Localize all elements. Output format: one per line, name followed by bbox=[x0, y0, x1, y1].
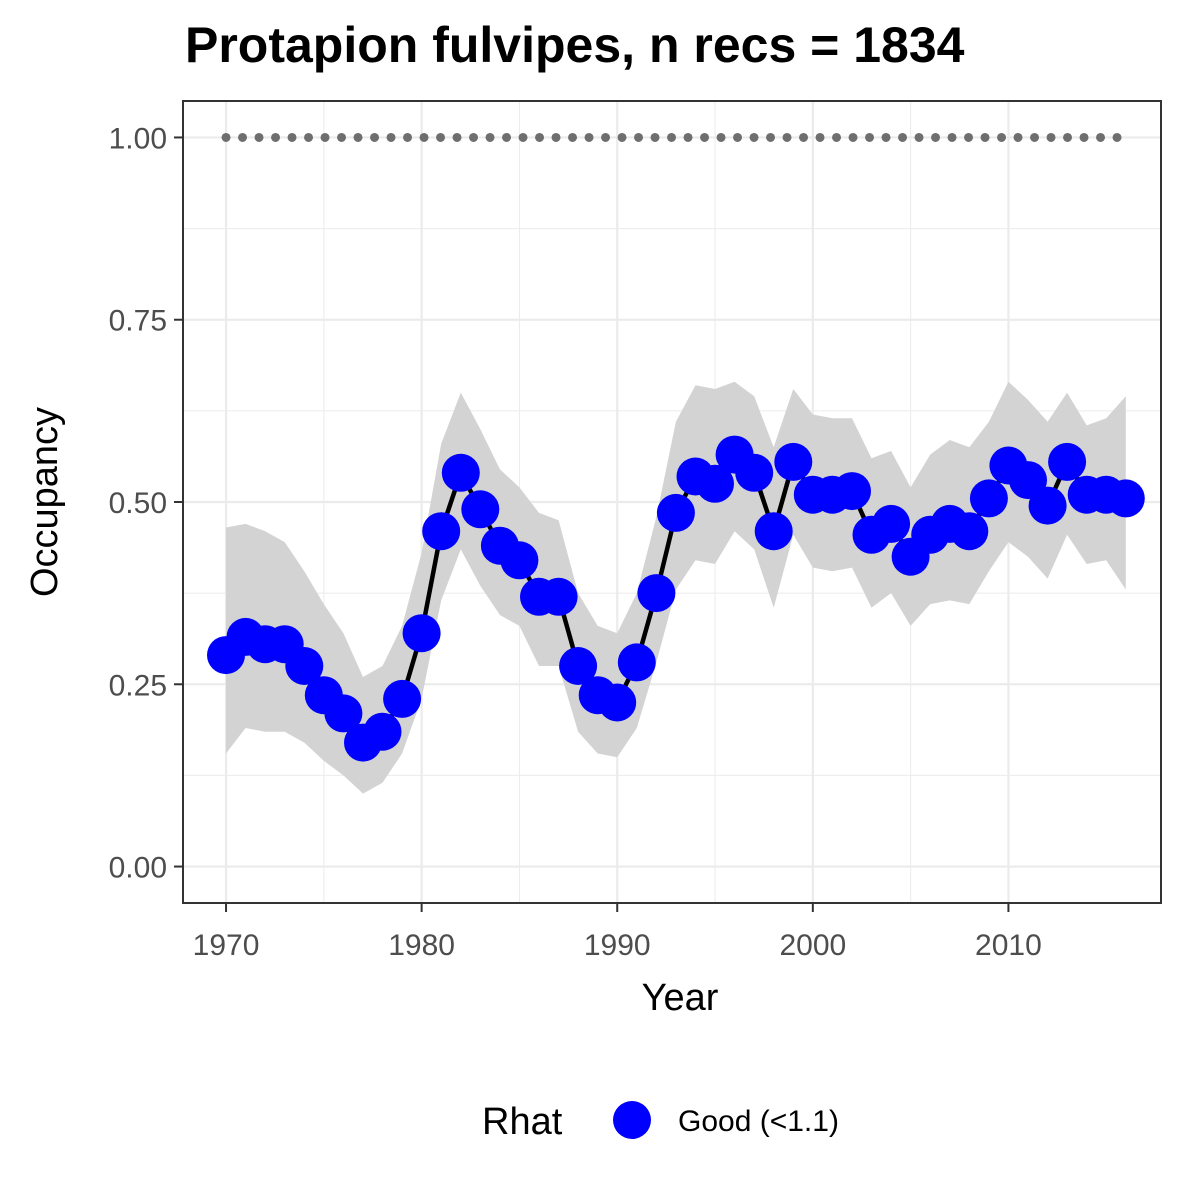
x-axis-title: Year bbox=[642, 977, 719, 1019]
data-point bbox=[383, 679, 422, 718]
data-point bbox=[735, 453, 774, 492]
legend-key-good bbox=[613, 1101, 651, 1139]
data-point bbox=[402, 614, 441, 653]
y-tick-label: 1.00 bbox=[109, 122, 167, 155]
y-axis-title: Occupancy bbox=[24, 407, 66, 597]
y-tick-label: 0.75 bbox=[109, 305, 167, 338]
data-point bbox=[559, 647, 598, 685]
data-point bbox=[1028, 486, 1067, 525]
y-tick-label: 0.00 bbox=[109, 852, 167, 885]
data-point bbox=[637, 574, 676, 613]
data-point bbox=[656, 493, 695, 532]
data-point bbox=[617, 643, 656, 682]
legend: Rhat Good (<1.1) bbox=[482, 1101, 839, 1143]
data-point bbox=[539, 577, 578, 616]
data-point bbox=[872, 504, 911, 543]
x-tick-label: 2000 bbox=[779, 929, 846, 962]
data-point bbox=[1048, 442, 1087, 481]
data-point bbox=[422, 512, 461, 551]
y-axis: 0.00 0.25 0.50 0.75 1.00 bbox=[109, 122, 183, 885]
data-point bbox=[950, 512, 989, 551]
x-tick-label: 1990 bbox=[584, 929, 651, 962]
data-point bbox=[1106, 479, 1145, 518]
x-tick-label: 1980 bbox=[388, 929, 455, 962]
x-axis: 1970 1980 1990 2000 2010 bbox=[193, 903, 1042, 962]
data-point bbox=[441, 453, 480, 492]
data-point bbox=[969, 479, 1008, 518]
data-point bbox=[461, 490, 500, 529]
data-point bbox=[774, 442, 813, 481]
data-point bbox=[598, 683, 637, 722]
x-tick-label: 1970 bbox=[193, 929, 260, 962]
x-tick-label: 2010 bbox=[975, 929, 1042, 962]
y-tick-label: 0.25 bbox=[109, 669, 167, 702]
chart-title: Protapion fulvipes, n recs = 1834 bbox=[185, 17, 965, 73]
data-points-layer bbox=[207, 435, 1145, 762]
data-point bbox=[833, 472, 871, 511]
legend-label-good: Good (<1.1) bbox=[678, 1105, 839, 1138]
y-tick-label: 0.50 bbox=[109, 487, 167, 520]
data-point bbox=[500, 541, 539, 580]
data-point bbox=[324, 694, 363, 733]
data-point bbox=[754, 512, 793, 551]
data-point bbox=[363, 712, 402, 751]
data-point bbox=[696, 464, 734, 503]
data-point bbox=[285, 647, 324, 685]
legend-title: Rhat bbox=[482, 1101, 563, 1143]
